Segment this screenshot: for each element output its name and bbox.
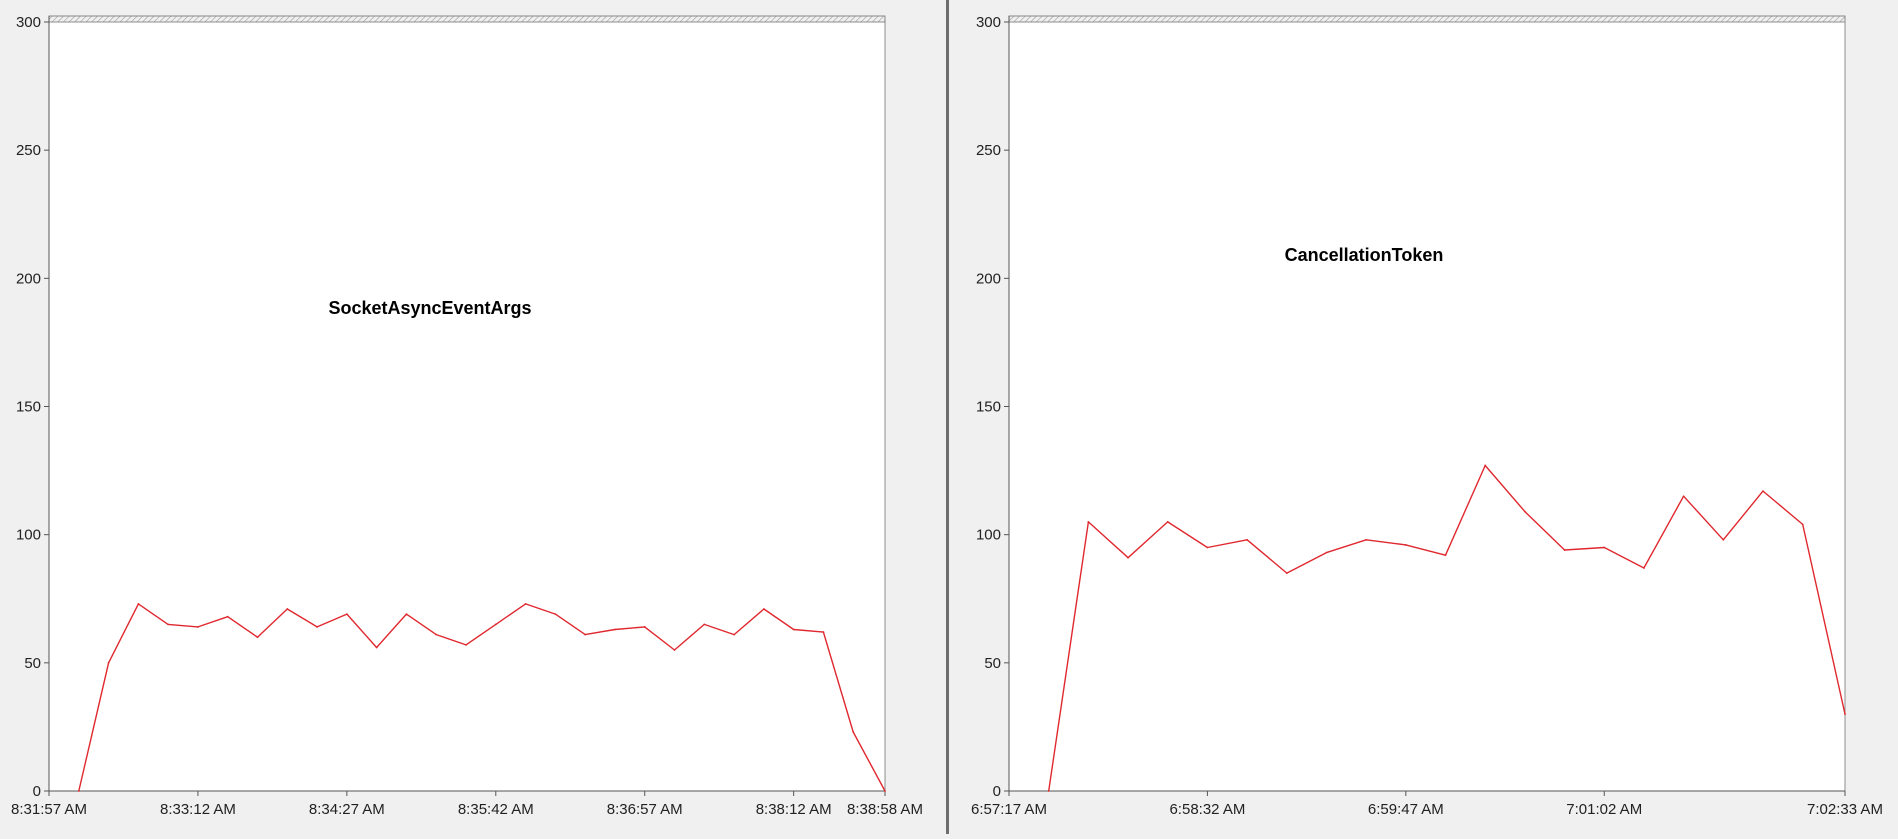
data-point: [435, 633, 438, 636]
y-tick-label: 300: [976, 14, 1001, 31]
y-tick-label: 250: [16, 142, 41, 159]
data-point: [792, 628, 795, 631]
data-point: [1246, 538, 1249, 541]
plot-area: [1009, 22, 1845, 791]
data-point: [256, 636, 259, 639]
data-point: [286, 608, 289, 610]
data-point: [107, 661, 110, 664]
y-tick-label: 100: [976, 527, 1001, 544]
y-tick-label: 300: [16, 14, 41, 31]
data-point: [733, 633, 735, 636]
data-point: [316, 626, 318, 628]
data-point: [1206, 546, 1209, 549]
x-tick-label: 8:38:12 AM: [756, 801, 832, 818]
data-point: [1603, 546, 1606, 549]
plot-area: [49, 22, 885, 791]
chart-panel-2: 0 50 100 150 200 250 300 6:57:17 AM 6:58:32 AM 6:…: [971, 14, 1883, 818]
y-tick-label: 50: [24, 655, 41, 672]
data-point: [226, 615, 229, 618]
data-point: [1682, 495, 1685, 498]
data-point: [345, 613, 348, 616]
data-point: [1166, 520, 1169, 523]
y-tick-label: 200: [16, 270, 41, 287]
panel-divider[interactable]: [946, 0, 949, 834]
x-tick-label: 8:31:57 AM: [11, 801, 87, 818]
plot-top-strip: [1008, 15, 1846, 23]
data-point: [197, 626, 199, 628]
data-point: [137, 602, 140, 605]
data-point: [852, 731, 855, 733]
data-point: [465, 643, 467, 646]
y-tick-label: 0: [993, 783, 1001, 800]
chart-panel-1: 0 50 100 150 200 250 300 8:31:57 AM 8:33:12 AM 8:…: [11, 14, 923, 818]
y-tick-label: 100: [16, 527, 41, 544]
data-point: [1844, 713, 1846, 715]
y-tick-label: 150: [976, 399, 1001, 416]
data-point: [1523, 510, 1526, 513]
data-point: [494, 623, 497, 626]
y-tick-label: 250: [976, 142, 1001, 159]
data-point: [703, 623, 706, 626]
data-point: [1722, 538, 1725, 541]
data-point: [375, 646, 378, 649]
data-point: [762, 608, 765, 610]
data-point: [554, 613, 557, 616]
chart-title: CancellationToken: [1285, 245, 1444, 265]
x-tick-label: 6:57:17 AM: [971, 801, 1047, 818]
plot-top-strip: [48, 15, 886, 23]
data-point: [524, 602, 527, 605]
data-point: [1404, 544, 1407, 546]
data-point: [1127, 556, 1129, 559]
x-tick-label: 8:38:58 AM: [847, 801, 923, 818]
data-point: [673, 649, 676, 651]
data-point: [405, 613, 408, 616]
data-point: [167, 623, 170, 626]
x-tick-label: 8:34:27 AM: [309, 801, 385, 818]
data-point: [1563, 549, 1566, 551]
data-point: [1047, 790, 1050, 792]
y-tick-label: 0: [33, 783, 41, 800]
x-tick-label: 8:36:57 AM: [607, 801, 683, 818]
x-tick-label: 7:02:33 AM: [1807, 801, 1883, 818]
data-point: [614, 628, 616, 631]
data-point: [77, 790, 80, 792]
data-point: [884, 790, 886, 792]
data-point: [643, 626, 646, 628]
data-point: [1643, 567, 1645, 569]
data-point: [1801, 523, 1804, 526]
y-tick-label: 150: [16, 399, 41, 416]
data-point: [1325, 551, 1328, 554]
data-point: [822, 631, 825, 633]
data-point: [584, 633, 587, 636]
data-point: [1444, 554, 1447, 557]
x-tick-label: 6:59:47 AM: [1368, 801, 1444, 818]
x-tick-label: 6:58:32 AM: [1169, 801, 1245, 818]
x-tick-label: 8:33:12 AM: [160, 801, 236, 818]
x-tick-label: 8:35:42 AM: [458, 801, 534, 818]
x-tick-label: 7:01:02 AM: [1566, 801, 1642, 818]
data-point: [1285, 572, 1288, 575]
series-line-1: [78, 603, 886, 792]
y-tick-label: 50: [984, 655, 1001, 672]
data-point: [1365, 538, 1368, 541]
y-tick-label: 200: [976, 270, 1001, 287]
data-point: [1762, 490, 1764, 492]
chart-title: SocketAsyncEventArgs: [328, 298, 531, 318]
data-point: [1087, 520, 1090, 523]
data-point: [1484, 464, 1487, 467]
